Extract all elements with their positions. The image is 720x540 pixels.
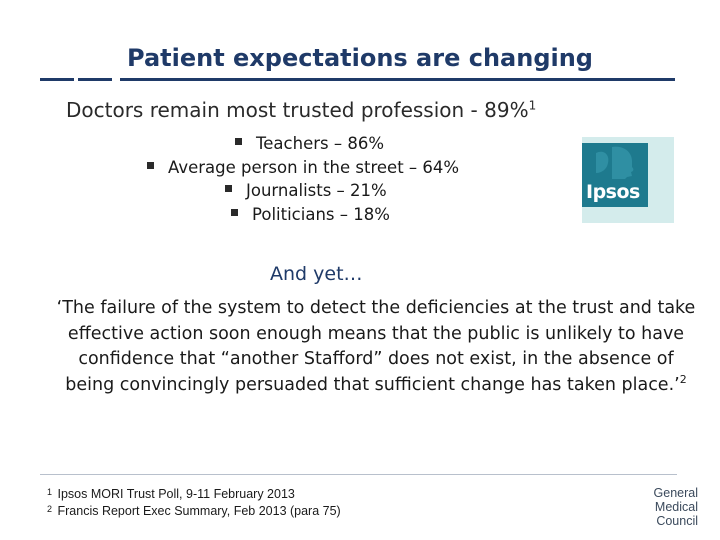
footnote-text: Ipsos MORI Trust Poll, 9-11 February 201… bbox=[57, 487, 295, 501]
footnote-2: 2 Francis Report Exec Summary, Feb 2013 … bbox=[47, 504, 341, 518]
title-rule-left-2 bbox=[78, 78, 112, 81]
bullet-label: Average person in the street – 64% bbox=[168, 158, 460, 177]
bullet-label: Politicians – 18% bbox=[252, 205, 390, 224]
bullet-icon bbox=[147, 162, 154, 169]
ipsos-profile-icon bbox=[596, 146, 634, 179]
bullet-average-person: Average person in the street – 64% bbox=[147, 158, 459, 177]
ipsos-logo-text: Ipsos bbox=[586, 181, 640, 203]
ipsos-logo: Ipsos bbox=[582, 137, 674, 223]
subtitle-footnote-mark: 1 bbox=[528, 98, 537, 113]
quote-text: ‘The failure of the system to detect the… bbox=[56, 298, 696, 395]
bullet-teachers: Teachers – 86% bbox=[235, 134, 384, 153]
title-rule-right bbox=[120, 78, 675, 81]
bullet-politicians: Politicians – 18% bbox=[231, 205, 390, 224]
gmc-logo: General Medical Council bbox=[654, 486, 698, 528]
footnote-mark: 1 bbox=[47, 487, 53, 497]
ipsos-logo-tile: Ipsos bbox=[582, 143, 648, 207]
slide-title: Patient expectations are changing bbox=[127, 44, 593, 72]
title-rule-left bbox=[40, 78, 74, 81]
bullet-label: Teachers – 86% bbox=[256, 134, 385, 153]
quote-footnote-mark: 2 bbox=[679, 372, 687, 386]
subtitle-text: Doctors remain most trusted profession -… bbox=[66, 98, 529, 122]
footnote-mark: 2 bbox=[47, 504, 53, 514]
bullet-journalists: Journalists – 21% bbox=[225, 181, 387, 200]
gmc-logo-line: General bbox=[653, 486, 698, 500]
bullet-icon bbox=[235, 138, 242, 145]
gmc-logo-line: Medical bbox=[654, 500, 698, 514]
bullet-icon bbox=[225, 185, 232, 192]
footnote-1: 1 Ipsos MORI Trust Poll, 9-11 February 2… bbox=[47, 487, 295, 501]
subtitle: Doctors remain most trusted profession -… bbox=[66, 98, 536, 122]
francis-quote: ‘The failure of the system to detect the… bbox=[56, 296, 696, 398]
footnote-text: Francis Report Exec Summary, Feb 2013 (p… bbox=[57, 504, 341, 518]
footer-divider bbox=[40, 474, 677, 475]
gmc-logo-line: Council bbox=[656, 514, 698, 528]
and-yet-heading: And yet… bbox=[270, 263, 363, 285]
bullet-icon bbox=[231, 209, 238, 216]
bullet-label: Journalists – 21% bbox=[246, 181, 387, 200]
